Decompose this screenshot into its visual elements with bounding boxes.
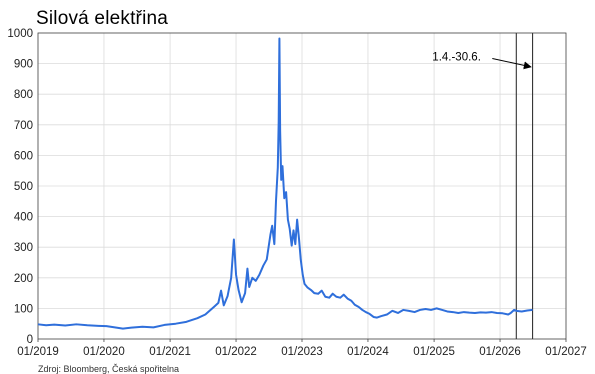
y-tick-label: 500: [14, 181, 33, 193]
x-tick-label: 01/2026: [479, 346, 521, 358]
annotation-layer: 1.4.-30.6.: [432, 51, 532, 70]
chart-title: Silová elektřina: [36, 8, 169, 29]
price-series-line: [37, 37, 533, 330]
x-tick-label: 01/2020: [83, 346, 125, 358]
x-tick-label: 01/2022: [215, 346, 257, 358]
y-tick-label: 800: [14, 89, 33, 101]
series-layer: [37, 37, 533, 330]
y-tick-label: 100: [14, 303, 33, 315]
annotation-label: 1.4.-30.6.: [432, 51, 481, 63]
x-tick-label: 01/2023: [281, 346, 323, 358]
x-tick-label: 01/2019: [17, 346, 59, 358]
period-marker-layer: [515, 33, 534, 339]
y-tick-label: 200: [14, 273, 33, 285]
x-tick-label: 01/2024: [347, 346, 389, 358]
source-note: Zdroj: Bloomberg, Česká spořitelna: [38, 364, 180, 374]
y-tick-label: 1000: [7, 28, 33, 40]
y-tick-label: 0: [27, 334, 33, 346]
x-tick-label: 01/2025: [413, 346, 455, 358]
grid-layer: [37, 32, 567, 340]
y-tick-label: 600: [14, 150, 33, 162]
x-tick-label: 01/2027: [545, 346, 587, 358]
y-tick-label: 900: [14, 59, 33, 71]
axis-labels: 0 100 200 300 400 500 600 700 800 900 1000 01/2019 0…: [7, 28, 586, 358]
y-tick-label: 400: [14, 212, 33, 224]
y-tick-label: 700: [14, 120, 33, 132]
annotation-arrow: [492, 57, 532, 70]
y-tick-label: 300: [14, 242, 33, 254]
x-tick-label: 01/2021: [149, 346, 191, 358]
